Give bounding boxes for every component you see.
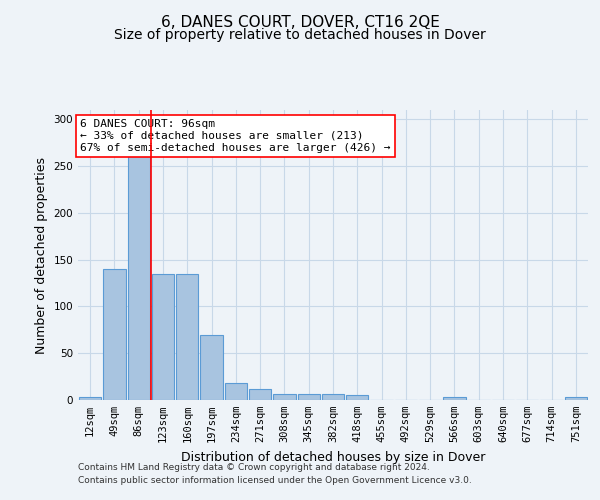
Bar [224,383,247,400]
Y-axis label: Number of detached properties: Number of detached properties [35,156,48,354]
Bar [443,397,466,400]
Bar [322,394,344,400]
Bar [273,394,296,400]
Bar [565,397,587,400]
Text: Contains HM Land Registry data © Crown copyright and database right 2024.: Contains HM Land Registry data © Crown c… [78,462,430,471]
X-axis label: Distribution of detached houses by size in Dover: Distribution of detached houses by size … [181,450,485,464]
Text: Contains public sector information licensed under the Open Government Licence v3: Contains public sector information licen… [78,476,472,485]
Bar [128,134,150,400]
Bar [200,334,223,400]
Text: 6 DANES COURT: 96sqm
← 33% of detached houses are smaller (213)
67% of semi-deta: 6 DANES COURT: 96sqm ← 33% of detached h… [80,120,391,152]
Bar [346,396,368,400]
Bar [103,269,125,400]
Bar [79,397,101,400]
Bar [152,274,174,400]
Bar [298,394,320,400]
Text: Size of property relative to detached houses in Dover: Size of property relative to detached ho… [114,28,486,42]
Bar [249,389,271,400]
Bar [176,274,199,400]
Text: 6, DANES COURT, DOVER, CT16 2QE: 6, DANES COURT, DOVER, CT16 2QE [161,15,439,30]
